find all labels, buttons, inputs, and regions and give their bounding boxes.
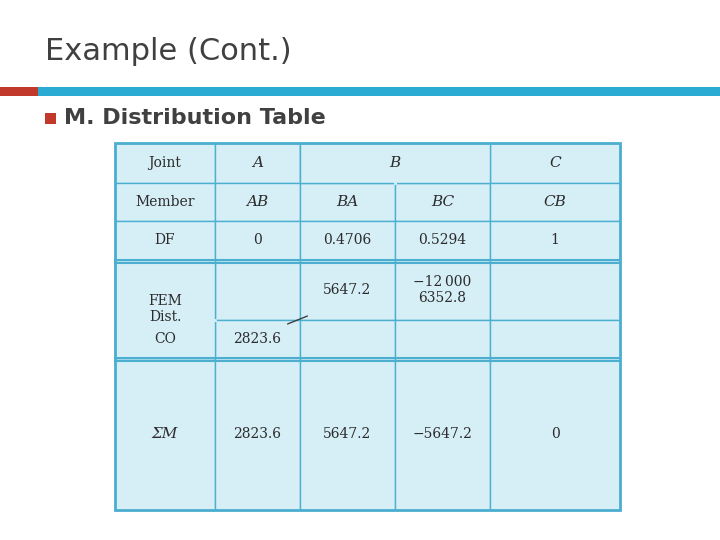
Bar bbox=[300, 221, 395, 260]
Bar bbox=[300, 320, 395, 358]
Bar bbox=[300, 143, 490, 183]
Text: Member: Member bbox=[135, 195, 194, 209]
Bar bbox=[395, 221, 490, 260]
Bar bbox=[115, 358, 215, 510]
Bar bbox=[300, 260, 395, 320]
Text: −12 000
6352.8: −12 000 6352.8 bbox=[413, 275, 472, 305]
Bar bbox=[395, 260, 490, 320]
Text: 0: 0 bbox=[551, 427, 559, 441]
Text: C: C bbox=[549, 156, 561, 170]
Text: ΣM: ΣM bbox=[152, 427, 178, 441]
Bar bbox=[395, 143, 490, 183]
Bar bbox=[215, 260, 300, 320]
Bar bbox=[45, 112, 56, 124]
Text: DF: DF bbox=[155, 233, 175, 247]
Bar bbox=[215, 320, 300, 358]
Bar bbox=[215, 183, 300, 221]
Bar bbox=[115, 183, 215, 221]
Bar bbox=[490, 320, 620, 358]
Bar bbox=[490, 260, 620, 320]
Text: FEM
Dist.: FEM Dist. bbox=[148, 294, 182, 324]
Text: A: A bbox=[252, 156, 263, 170]
Text: 0.5294: 0.5294 bbox=[418, 233, 467, 247]
Text: Joint: Joint bbox=[148, 156, 181, 170]
Bar bbox=[395, 183, 490, 221]
Bar bbox=[215, 143, 300, 183]
Bar bbox=[115, 221, 215, 260]
Text: 2823.6: 2823.6 bbox=[233, 332, 282, 346]
Text: Example (Cont.): Example (Cont.) bbox=[45, 37, 292, 66]
Bar bbox=[215, 221, 300, 260]
Bar bbox=[215, 358, 300, 510]
Bar bbox=[300, 183, 395, 221]
Text: 5647.2: 5647.2 bbox=[323, 427, 372, 441]
Bar bbox=[490, 221, 620, 260]
Bar bbox=[115, 260, 215, 320]
Text: BA: BA bbox=[336, 195, 359, 209]
Text: 0.4706: 0.4706 bbox=[323, 233, 372, 247]
Bar bbox=[115, 320, 215, 358]
Text: 2823.6: 2823.6 bbox=[233, 427, 282, 441]
Bar bbox=[300, 143, 395, 183]
Bar bbox=[38, 87, 720, 96]
Bar bbox=[0, 87, 38, 96]
Bar bbox=[395, 320, 490, 358]
Bar bbox=[490, 183, 620, 221]
Text: CO: CO bbox=[154, 332, 176, 346]
Bar bbox=[395, 358, 490, 510]
Text: BC: BC bbox=[431, 195, 454, 209]
Bar bbox=[490, 358, 620, 510]
Text: M. Distribution Table: M. Distribution Table bbox=[64, 108, 325, 128]
Text: 0: 0 bbox=[253, 233, 262, 247]
Text: 1: 1 bbox=[551, 233, 559, 247]
Bar bbox=[115, 143, 620, 510]
Text: AB: AB bbox=[246, 195, 269, 209]
Bar bbox=[115, 260, 215, 358]
Text: B: B bbox=[390, 156, 400, 170]
Text: CB: CB bbox=[544, 195, 567, 209]
Text: −5647.2: −5647.2 bbox=[413, 427, 472, 441]
Bar bbox=[115, 143, 215, 183]
Bar bbox=[300, 358, 395, 510]
Bar bbox=[490, 143, 620, 183]
Text: 5647.2: 5647.2 bbox=[323, 283, 372, 297]
